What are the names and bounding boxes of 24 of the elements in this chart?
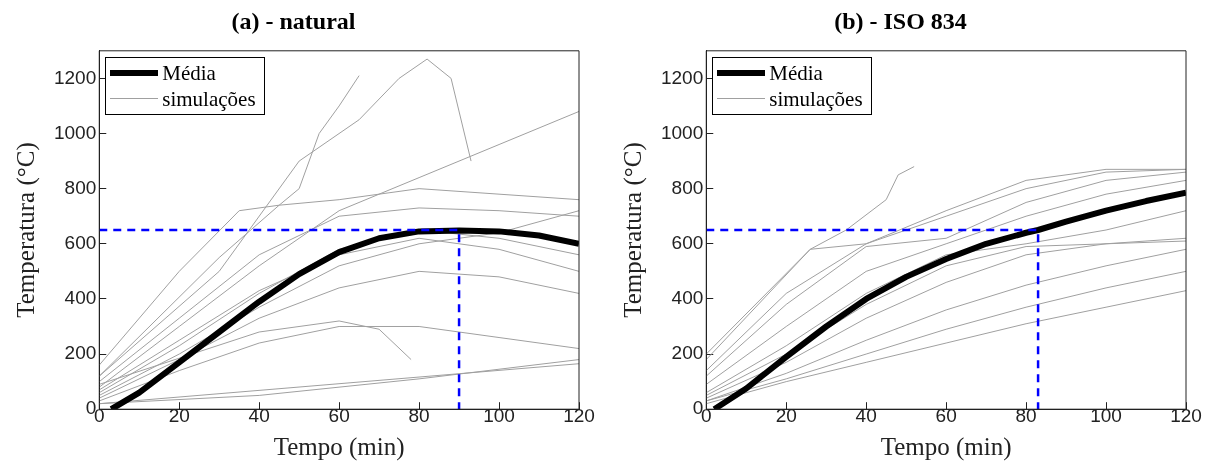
y-tick-label: 1000 [660, 121, 704, 143]
y-tick-label: 800 [64, 176, 97, 198]
chart-title: (b) - ISO 834 [834, 7, 967, 34]
y-tick-label: 1200 [53, 66, 97, 88]
y-tick-label: 600 [64, 232, 97, 254]
x-axis-title: Tempo (min) [880, 432, 1012, 461]
chart-title: (a) - natural [231, 7, 356, 34]
legend-label: Média [769, 59, 823, 86]
y-tick-label: 400 [64, 287, 97, 309]
y-tick-label: 600 [671, 232, 704, 254]
x-axis-title: Tempo (min) [273, 432, 405, 461]
y-tick-label: 800 [671, 176, 704, 198]
x-tick-label: 120 [563, 404, 595, 426]
y-tick-label: 1000 [53, 121, 97, 143]
y-tick-label: 400 [671, 287, 704, 309]
y-axis-title: Temperatura (°C) [11, 142, 40, 318]
y-axis-title: Temperatura (°C) [618, 142, 647, 318]
legend-label: simulações [162, 85, 256, 112]
y-tick-label: 200 [64, 342, 97, 364]
legend-label: simulações [769, 85, 863, 112]
y-tick-label: 1200 [660, 66, 704, 88]
legend-label: Média [162, 59, 216, 86]
x-tick-label: 120 [1170, 404, 1202, 426]
y-tick-label: 200 [671, 342, 704, 364]
